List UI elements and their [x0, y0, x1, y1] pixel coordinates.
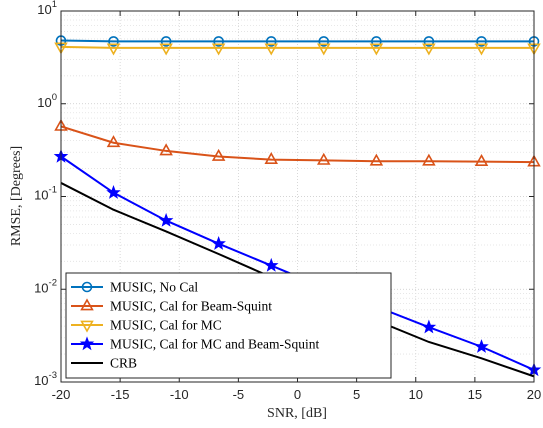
data-point [106, 135, 121, 148]
grid [60, 11, 535, 383]
data-point [422, 43, 436, 56]
legend-item: MUSIC, Cal for MC [71, 318, 222, 333]
x-tick-label: -15 [111, 387, 130, 402]
legend-label: MUSIC, Cal for MC [110, 318, 222, 333]
data-point [474, 153, 489, 166]
data-point [158, 212, 174, 227]
y-tick-label: 100 [37, 92, 57, 110]
data-point [106, 43, 121, 56]
x-tick-label: 10 [409, 387, 423, 402]
data-point [474, 339, 489, 353]
data-point [159, 143, 173, 156]
series-line [60, 125, 535, 164]
data-point [369, 153, 384, 166]
x-tick-label: -10 [170, 387, 189, 402]
data-point [476, 36, 487, 47]
data-point [263, 257, 279, 272]
y-tick-label: 10-3 [34, 370, 57, 388]
legend-item: MUSIC, Cal for Beam-Squint [71, 298, 272, 314]
data-point [213, 36, 224, 47]
y-tick-label: 101 [37, 0, 57, 17]
x-axis-label: SNR, [dB] [267, 406, 327, 421]
y-tick-label: 10-2 [34, 277, 57, 295]
series-0 [55, 35, 540, 47]
legend-label: MUSIC, Cal for Beam-Squint [110, 299, 272, 314]
y-tick-label: 10-1 [34, 185, 57, 203]
series-line [60, 45, 534, 49]
legend-marker [80, 320, 94, 333]
data-point [316, 43, 331, 56]
series-line [60, 39, 534, 43]
data-point [318, 36, 330, 47]
data-point [211, 148, 226, 161]
data-point [159, 43, 173, 56]
x-tick-label: -5 [233, 387, 245, 402]
legend-marker [80, 298, 94, 311]
legend-label: MUSIC, Cal for MC and Beam-Squint [110, 337, 319, 352]
data-point [264, 151, 279, 164]
data-point [474, 43, 489, 56]
data-point [316, 152, 331, 165]
legend-item: MUSIC, No Cal [71, 280, 198, 295]
data-point [369, 43, 384, 56]
series-1 [54, 118, 541, 167]
data-point [422, 153, 436, 166]
y-axis-label: RMSE, [Degrees] [9, 146, 24, 246]
legend-label: MUSIC, No Cal [110, 280, 198, 295]
data-point [106, 184, 121, 199]
data-point [371, 36, 382, 47]
data-point [421, 319, 437, 334]
data-point [160, 36, 172, 47]
axis-ticks: -20 -15 -10 -5 0 5 10 15 20 10-3 10-2 10-1 100 101 [34, 0, 541, 402]
legend-marker [81, 281, 93, 293]
x-tick-label: 5 [353, 387, 360, 402]
legend-box [65, 272, 392, 379]
legend: MUSIC, No Cal MUSIC, Cal for Beam-Squint M… [65, 272, 392, 379]
data-point [211, 236, 226, 250]
legend-item: CRB [71, 356, 137, 371]
legend-label: CRB [110, 356, 137, 371]
data-point [108, 36, 119, 47]
x-tick-label: -20 [52, 387, 71, 402]
legend-item: MUSIC, Cal for MC and Beam-Squint [71, 336, 319, 352]
data-point [211, 43, 226, 56]
x-tick-label: 0 [294, 387, 301, 402]
x-tick-label: 20 [527, 387, 541, 402]
x-tick-label: 15 [468, 387, 482, 402]
legend-marker [79, 336, 95, 351]
data-point [423, 36, 435, 47]
data-point [264, 43, 279, 56]
data-point [265, 36, 277, 47]
